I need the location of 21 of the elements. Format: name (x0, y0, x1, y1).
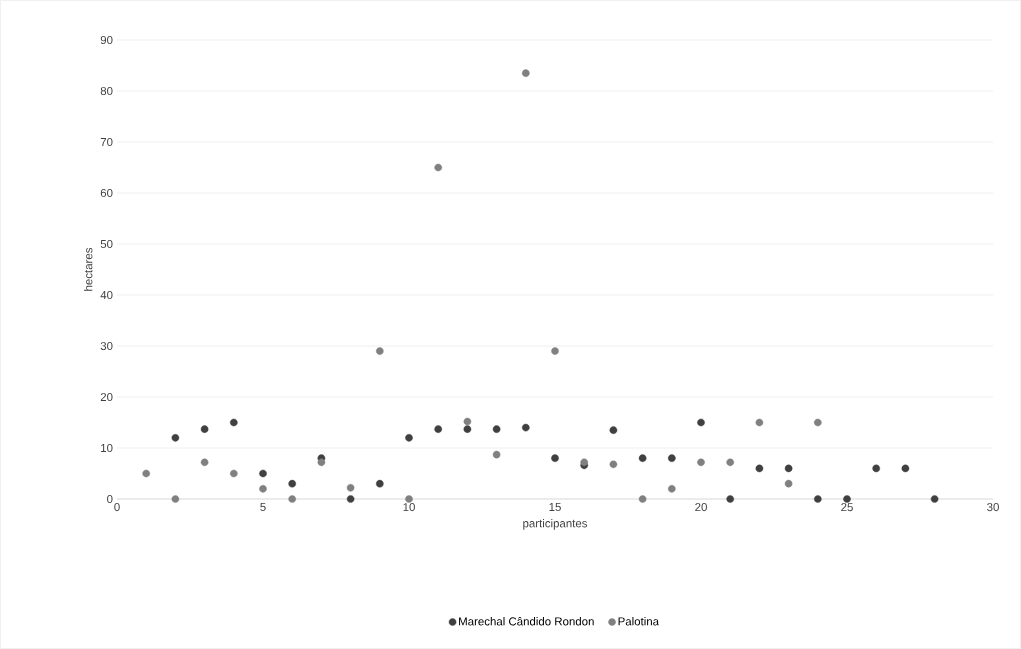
legend-label: Marechal Cândido Rondon (459, 616, 594, 626)
x-tick-label: 25 (841, 503, 853, 512)
y-tick-label: 10 (101, 443, 113, 453)
x-tick-label: 5 (260, 503, 266, 512)
x-tick-label: 30 (987, 503, 999, 512)
x-axis-title: participantes (523, 518, 588, 530)
x-tick-label: 10 (403, 503, 415, 512)
x-tick-label: 20 (695, 503, 707, 512)
x-tick-label: 15 (549, 503, 561, 512)
y-axis-title: hectares (83, 247, 93, 291)
y-tick-label: 70 (100, 137, 113, 147)
y-tick-label: 30 (100, 341, 113, 351)
legend-label: Palotina (618, 617, 660, 626)
x-tick-label: 0 (114, 503, 120, 512)
y-tick-label: 80 (100, 86, 113, 96)
y-tick-label: 90 (100, 35, 113, 45)
y-tick-label: 60 (100, 188, 113, 198)
y-tick-label: 20 (100, 392, 113, 402)
y-tick-label: 40 (100, 290, 113, 300)
y-tick-label: 50 (100, 239, 113, 249)
y-tick-label: 0 (107, 494, 113, 504)
